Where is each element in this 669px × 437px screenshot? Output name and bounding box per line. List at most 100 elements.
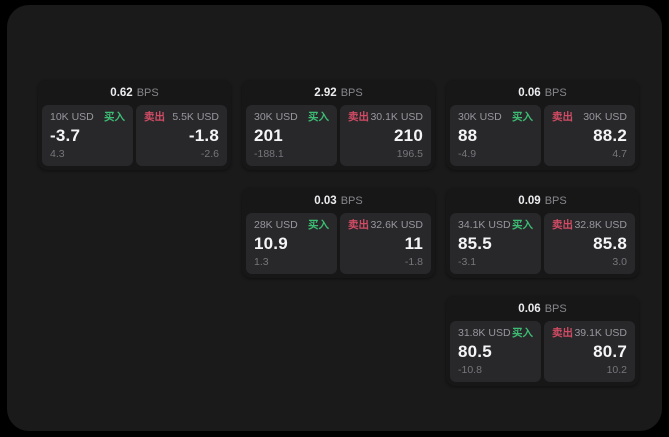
quote-card: 0.06 BPS 31.8K USD 买入 80.5 -10.8 卖出 39.1… bbox=[446, 296, 639, 386]
buy-change: 1.3 bbox=[254, 256, 269, 269]
sell-tile-header: 卖出 32.6K USD bbox=[348, 219, 423, 232]
buy-tile-header: 31.8K USD 买入 bbox=[458, 327, 533, 340]
buy-size-label: 28K USD bbox=[254, 219, 298, 231]
quote-body: 28K USD 买入 10.9 1.3 卖出 32.6K USD 11 -1.8 bbox=[242, 213, 435, 278]
sell-change: 10.2 bbox=[606, 364, 627, 377]
bps-value: 0.03 bbox=[314, 194, 337, 207]
buy-price: 10.9 bbox=[254, 234, 288, 254]
sell-change: 4.7 bbox=[612, 148, 627, 161]
bps-header: 0.06 BPS bbox=[446, 296, 639, 321]
sell-size-label: 32.6K USD bbox=[370, 219, 423, 231]
sell-tile-header: 卖出 30.1K USD bbox=[348, 111, 423, 124]
bps-value: 2.92 bbox=[314, 86, 337, 99]
bps-unit-label: BPS bbox=[136, 86, 159, 99]
sell-price: 85.8 bbox=[593, 234, 627, 254]
buy-price: 88 bbox=[458, 126, 478, 146]
buy-tile-header: 28K USD 买入 bbox=[254, 219, 329, 232]
sell-side-label: 卖出 bbox=[552, 327, 573, 339]
buy-tile[interactable]: 30K USD 买入 201 -188.1 bbox=[246, 105, 337, 166]
sell-tile[interactable]: 卖出 32.6K USD 11 -1.8 bbox=[340, 213, 431, 274]
buy-change: -10.8 bbox=[458, 364, 482, 377]
buy-tile[interactable]: 34.1K USD 买入 85.5 -3.1 bbox=[450, 213, 541, 274]
quote-card: 0.09 BPS 34.1K USD 买入 85.5 -3.1 卖出 32.8K… bbox=[446, 188, 639, 278]
buy-size-label: 31.8K USD bbox=[458, 327, 511, 339]
quote-body: 10K USD 买入 -3.7 4.3 卖出 5.5K USD -1.8 -2.… bbox=[38, 105, 231, 170]
sell-size-label: 39.1K USD bbox=[574, 327, 627, 339]
bps-unit-label: BPS bbox=[340, 194, 363, 207]
buy-side-label: 买入 bbox=[104, 111, 125, 123]
sell-change: -2.6 bbox=[200, 148, 219, 161]
buy-tile[interactable]: 30K USD 买入 88 -4.9 bbox=[450, 105, 541, 166]
quote-body: 30K USD 买入 88 -4.9 卖出 30K USD 88.2 4.7 bbox=[446, 105, 639, 170]
buy-tile[interactable]: 10K USD 买入 -3.7 4.3 bbox=[42, 105, 133, 166]
quote-body: 31.8K USD 买入 80.5 -10.8 卖出 39.1K USD 80.… bbox=[446, 321, 639, 386]
sell-price: 88.2 bbox=[593, 126, 627, 146]
sell-tile[interactable]: 卖出 32.8K USD 85.8 3.0 bbox=[544, 213, 635, 274]
buy-size-label: 10K USD bbox=[50, 111, 94, 123]
sell-size-label: 30.1K USD bbox=[370, 111, 423, 123]
quote-card: 0.62 BPS 10K USD 买入 -3.7 4.3 卖出 5.5K USD… bbox=[38, 80, 231, 170]
quote-body: 30K USD 买入 201 -188.1 卖出 30.1K USD 210 1… bbox=[242, 105, 435, 170]
quote-grid: 0.62 BPS 10K USD 买入 -3.7 4.3 卖出 5.5K USD… bbox=[38, 80, 639, 386]
sell-size-label: 5.5K USD bbox=[172, 111, 219, 123]
sell-tile-header: 卖出 32.8K USD bbox=[552, 219, 627, 232]
sell-side-label: 卖出 bbox=[144, 111, 165, 123]
buy-price: -3.7 bbox=[50, 126, 81, 146]
quote-card: 0.03 BPS 28K USD 买入 10.9 1.3 卖出 32.6K US… bbox=[242, 188, 435, 278]
sell-change: 3.0 bbox=[612, 256, 627, 269]
buy-tile-header: 30K USD 买入 bbox=[458, 111, 533, 124]
sell-change: 196.5 bbox=[396, 148, 423, 161]
buy-side-label: 买入 bbox=[512, 327, 533, 339]
sell-change: -1.8 bbox=[404, 256, 423, 269]
bps-header: 0.06 BPS bbox=[446, 80, 639, 105]
bps-unit-label: BPS bbox=[340, 86, 363, 99]
buy-price: 201 bbox=[254, 126, 283, 146]
bps-value: 0.06 bbox=[518, 302, 541, 315]
quote-card: 0.06 BPS 30K USD 买入 88 -4.9 卖出 30K USD 8… bbox=[446, 80, 639, 170]
buy-price: 85.5 bbox=[458, 234, 492, 254]
buy-change: -4.9 bbox=[458, 148, 477, 161]
bps-header: 0.03 BPS bbox=[242, 188, 435, 213]
sell-price: 210 bbox=[394, 126, 423, 146]
sell-tile[interactable]: 卖出 39.1K USD 80.7 10.2 bbox=[544, 321, 635, 382]
quote-body: 34.1K USD 买入 85.5 -3.1 卖出 32.8K USD 85.8… bbox=[446, 213, 639, 278]
sell-side-label: 卖出 bbox=[552, 111, 573, 123]
sell-tile[interactable]: 卖出 30.1K USD 210 196.5 bbox=[340, 105, 431, 166]
buy-side-label: 买入 bbox=[512, 111, 533, 123]
bps-unit-label: BPS bbox=[544, 86, 567, 99]
bps-unit-label: BPS bbox=[544, 302, 567, 315]
sell-price: 11 bbox=[404, 234, 423, 254]
app-surface: 0.62 BPS 10K USD 买入 -3.7 4.3 卖出 5.5K USD… bbox=[7, 5, 662, 431]
sell-tile[interactable]: 卖出 30K USD 88.2 4.7 bbox=[544, 105, 635, 166]
buy-side-label: 买入 bbox=[308, 219, 329, 231]
buy-price: 80.5 bbox=[458, 342, 492, 362]
bps-value: 0.62 bbox=[110, 86, 133, 99]
bps-header: 2.92 BPS bbox=[242, 80, 435, 105]
bps-header: 0.09 BPS bbox=[446, 188, 639, 213]
sell-size-label: 32.8K USD bbox=[574, 219, 627, 231]
buy-tile-header: 10K USD 买入 bbox=[50, 111, 125, 124]
sell-price: -1.8 bbox=[188, 126, 219, 146]
bps-value: 0.06 bbox=[518, 86, 541, 99]
sell-price: 80.7 bbox=[593, 342, 627, 362]
sell-tile-header: 卖出 5.5K USD bbox=[144, 111, 219, 124]
buy-tile-header: 30K USD 买入 bbox=[254, 111, 329, 124]
sell-side-label: 卖出 bbox=[348, 219, 369, 231]
buy-change: -3.1 bbox=[458, 256, 477, 269]
sell-tile-header: 卖出 39.1K USD bbox=[552, 327, 627, 340]
sell-side-label: 卖出 bbox=[552, 219, 573, 231]
sell-side-label: 卖出 bbox=[348, 111, 369, 123]
buy-size-label: 30K USD bbox=[254, 111, 298, 123]
buy-tile-header: 34.1K USD 买入 bbox=[458, 219, 533, 232]
buy-tile[interactable]: 31.8K USD 买入 80.5 -10.8 bbox=[450, 321, 541, 382]
buy-tile[interactable]: 28K USD 买入 10.9 1.3 bbox=[246, 213, 337, 274]
sell-tile[interactable]: 卖出 5.5K USD -1.8 -2.6 bbox=[136, 105, 227, 166]
buy-size-label: 34.1K USD bbox=[458, 219, 511, 231]
sell-size-label: 30K USD bbox=[583, 111, 627, 123]
bps-header: 0.62 BPS bbox=[38, 80, 231, 105]
buy-size-label: 30K USD bbox=[458, 111, 502, 123]
buy-side-label: 买入 bbox=[308, 111, 329, 123]
buy-change: 4.3 bbox=[50, 148, 65, 161]
quote-card: 2.92 BPS 30K USD 买入 201 -188.1 卖出 30.1K … bbox=[242, 80, 435, 170]
bps-unit-label: BPS bbox=[544, 194, 567, 207]
